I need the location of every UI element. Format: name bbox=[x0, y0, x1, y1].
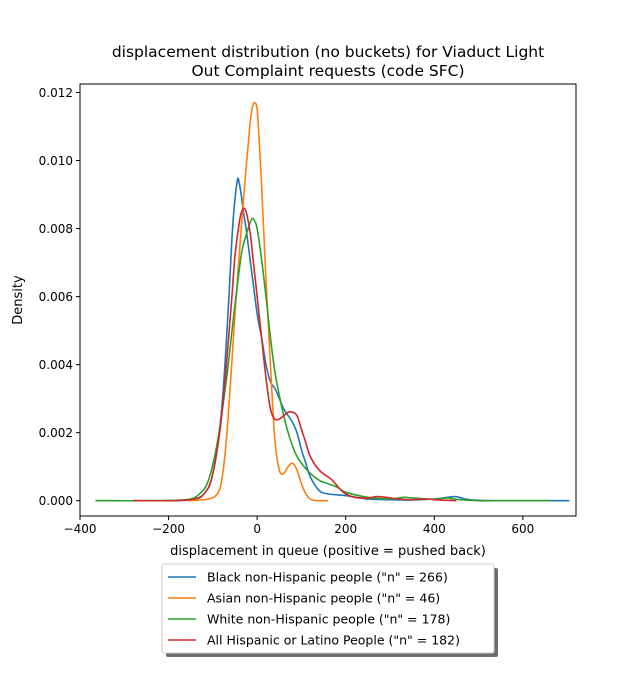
chart-title-line-2: Out Complaint requests (code SFC) bbox=[191, 62, 464, 80]
x-axis: −400 −200 0 200 400 600 bbox=[64, 516, 534, 536]
legend: Black non-Hispanic people ("n" = 266) Asi… bbox=[161, 563, 498, 657]
y-tick-label: 0.000 bbox=[39, 494, 73, 508]
x-tick-label: −200 bbox=[152, 522, 185, 536]
x-tick-label: −400 bbox=[64, 522, 97, 536]
x-tick-label: 0 bbox=[253, 522, 261, 536]
x-tick-label: 600 bbox=[511, 522, 534, 536]
x-tick-label: 200 bbox=[334, 522, 357, 536]
plot-area-frame bbox=[79, 83, 577, 517]
y-tick-label: 0.008 bbox=[39, 222, 73, 236]
series-line-1 bbox=[95, 177, 570, 502]
legend-label-2: Asian non-Hispanic people ("n" = 46) bbox=[207, 591, 440, 606]
series-layer bbox=[95, 101, 570, 502]
y-tick-label: 0.006 bbox=[39, 290, 73, 304]
y-axis: 0.000 0.002 0.004 0.006 0.008 0.010 0.012 bbox=[39, 86, 80, 508]
x-tick-label: 400 bbox=[423, 522, 446, 536]
y-tick-label: 0.002 bbox=[39, 426, 73, 440]
y-tick-label: 0.004 bbox=[39, 358, 73, 372]
series-line-3 bbox=[95, 217, 550, 502]
y-tick-label: 0.012 bbox=[39, 86, 73, 100]
chart-title-line-1: displacement distribution (no buckets) f… bbox=[112, 43, 544, 61]
legend-label-1: Black non-Hispanic people ("n" = 266) bbox=[207, 570, 448, 585]
y-tick-label: 0.010 bbox=[39, 154, 73, 168]
legend-label-3: White non-Hispanic people ("n" = 178) bbox=[207, 612, 450, 627]
legend-box bbox=[161, 563, 495, 654]
series-line-2 bbox=[188, 101, 329, 502]
series-line-4 bbox=[133, 207, 457, 502]
x-axis-label: displacement in queue (positive = pushed… bbox=[170, 544, 486, 559]
y-axis-label: Density bbox=[11, 275, 26, 325]
legend-label-4: All Hispanic or Latino People ("n" = 182… bbox=[207, 633, 460, 648]
